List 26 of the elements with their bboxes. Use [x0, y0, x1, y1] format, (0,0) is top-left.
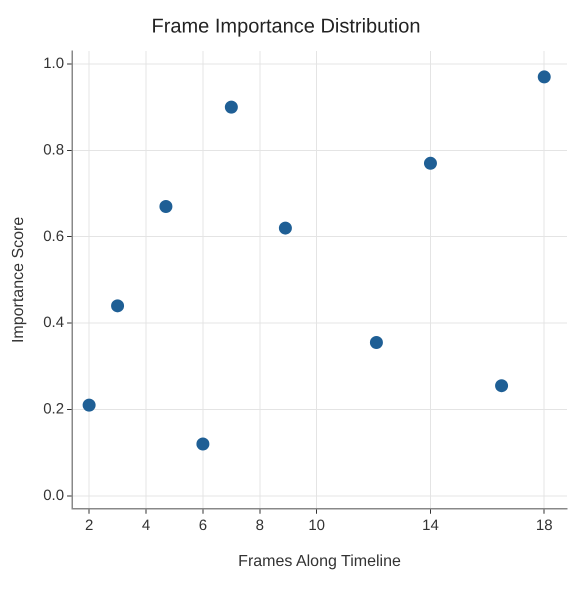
point: [278, 222, 292, 235]
x-tick-label: 6: [198, 516, 208, 534]
point: [224, 100, 238, 114]
chart-title: Frame Importance Distribution: [152, 16, 420, 38]
y-tick-label: 0.8: [43, 141, 64, 158]
point: [495, 379, 508, 392]
x-tick-label: 2: [84, 516, 94, 534]
point: [196, 438, 210, 451]
y-tick-label: 1.0: [43, 55, 64, 72]
x-tick-label: 8: [256, 516, 264, 534]
point: [424, 156, 437, 170]
point: [370, 336, 383, 350]
y-tick-label: 0.4: [43, 314, 64, 332]
point: [82, 398, 96, 412]
x-axis-title: Frames Along Timeline: [238, 552, 401, 570]
y-tick-label: 0.0: [43, 486, 64, 504]
x-tick-label: 4: [142, 516, 150, 534]
y-tick-label: 0.6: [43, 228, 64, 245]
x-tick-label: 14: [422, 516, 439, 534]
point: [159, 200, 172, 213]
x-tick-label: 18: [536, 516, 553, 534]
y-tick-label: 0.2: [43, 400, 64, 418]
point: [111, 299, 124, 312]
point: [538, 70, 551, 84]
x-tick-label: 10: [308, 516, 326, 534]
y-axis-title: Importance Score: [10, 216, 28, 344]
